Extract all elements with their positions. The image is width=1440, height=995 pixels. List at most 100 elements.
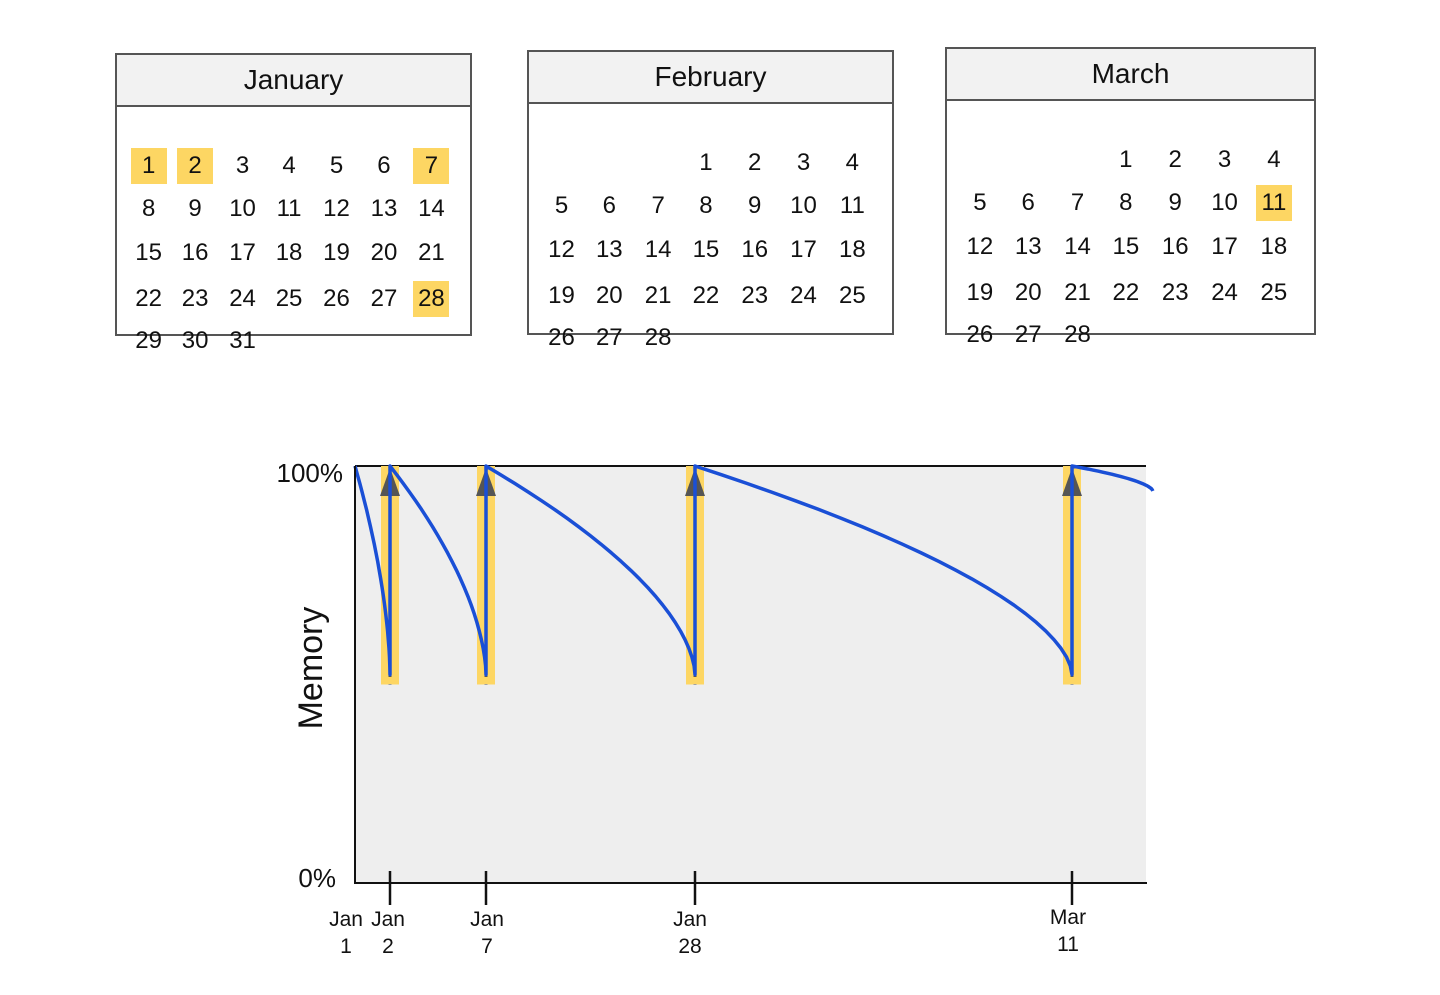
calendar-day: 9: [188, 195, 202, 222]
calendar-day: 4: [845, 149, 860, 176]
x-tick-label-bottom: 7: [481, 935, 493, 958]
x-tick-label-top: Mar: [1050, 906, 1086, 929]
calendar-february: February 1 2 3 4 5 6 7 8 9 10 11 12 13 14 15 16 17 18 19 20…: [527, 50, 894, 351]
calendar-day: 12: [548, 236, 575, 263]
calendar-day: 27: [370, 285, 398, 312]
calendar-day: 26: [548, 324, 575, 351]
calendar-day: 26: [966, 321, 994, 348]
calendar-day: 19: [548, 282, 575, 309]
calendar-day: 21: [644, 282, 672, 309]
calendar-day: 30: [181, 327, 209, 354]
y-tick-label-0: 0%: [298, 863, 336, 893]
calendar-day: 27: [1014, 321, 1042, 348]
calendar-day: 17: [229, 239, 256, 266]
calendar-day: 18: [275, 239, 303, 266]
calendar-day: 2: [748, 149, 762, 176]
x-tick-label-bottom: 11: [1057, 933, 1079, 956]
x-tick-label-top: Jan: [673, 908, 707, 931]
x-tick-label-top: Jan: [470, 908, 504, 931]
calendar-day: 5: [973, 189, 987, 216]
y-tick-label-100: 100%: [277, 458, 344, 488]
calendar-day: 2: [1168, 146, 1182, 173]
calendar-day: 7: [651, 192, 665, 219]
calendar-day: 1: [699, 149, 713, 176]
calendar-day: 26: [323, 285, 350, 312]
calendar-day: 20: [595, 282, 623, 309]
x-tick-label-bottom: 2: [382, 935, 394, 958]
calendar-day: 16: [1161, 233, 1189, 260]
x-tick-label-top: Jan: [371, 908, 405, 931]
calendar-day-highlighted: 2: [177, 148, 214, 184]
calendar-day: 8: [699, 192, 713, 219]
calendar-day: 6: [602, 192, 616, 219]
calendar-day: 5: [329, 152, 344, 179]
calendar-day-highlighted: 11: [1255, 185, 1292, 221]
calendar-day: 13: [1014, 233, 1042, 260]
calendar-day: 14: [418, 195, 445, 222]
calendar-day: 25: [275, 285, 303, 312]
calendar-day: 15: [1112, 233, 1140, 260]
calendar-day: 24: [229, 285, 256, 312]
calendar-day: 17: [790, 236, 817, 263]
calendar-day: 25: [1260, 279, 1288, 306]
calendar-day: 18: [838, 236, 866, 263]
calendar-day: 22: [1112, 279, 1140, 306]
calendar-day: 21: [418, 239, 445, 266]
calendar-day: 4: [1267, 146, 1281, 173]
calendar-day: 28: [644, 324, 672, 351]
calendar-day-highlighted: 28: [413, 281, 450, 317]
calendar-day: 22: [692, 282, 720, 309]
calendar-day: 29: [135, 327, 162, 354]
calendar-day: 10: [229, 195, 256, 222]
calendar-day: 3: [235, 152, 250, 179]
calendar-january: January 1 2 3 4 5 6 7 8 9 10 11 12 13 14 15 16 17 18 19 20 2…: [115, 53, 472, 354]
calendar-day: 5: [554, 192, 569, 219]
calendar-day: 21: [1064, 279, 1091, 306]
calendar-day: 12: [323, 195, 350, 222]
x-tick-label-bottom: 1: [340, 935, 352, 958]
calendar-day: 15: [692, 236, 720, 263]
calendar-day: 8: [1119, 189, 1133, 216]
calendar-day: 10: [790, 192, 817, 219]
calendar-day: 24: [790, 282, 817, 309]
calendar-day: 4: [282, 152, 296, 179]
calendar-day: 3: [1217, 146, 1232, 173]
calendar-day: 11: [839, 192, 865, 219]
calendar-day-highlighted: 7: [413, 148, 450, 184]
calendar-day: 14: [1064, 233, 1091, 260]
calendar-month-title: March: [947, 49, 1314, 101]
calendar-day: 13: [370, 195, 398, 222]
calendar-day: 8: [141, 195, 156, 222]
calendar-day: 7: [1070, 189, 1085, 216]
calendar-day: 6: [1021, 189, 1035, 216]
calendar-day: 23: [1161, 279, 1189, 306]
calendar-day: 25: [838, 282, 866, 309]
calendar-day: 3: [796, 149, 811, 176]
calendar-march: March 1 2 3 4 5 6 7 8 9 10 11 12 13 14 15 16 17 18 19 20 21 2…: [945, 47, 1316, 348]
y-axis-label: Memory: [292, 607, 330, 730]
x-tick-label-bottom: 28: [678, 935, 701, 958]
calendar-day: 10: [1211, 189, 1238, 216]
calendar-day: 1: [1119, 146, 1133, 173]
calendar-day: 20: [1014, 279, 1042, 306]
calendar-day: 19: [966, 279, 994, 306]
calendar-day: 23: [181, 285, 209, 312]
calendar-day: 9: [1168, 189, 1182, 216]
calendar-day: 22: [135, 285, 162, 312]
calendar-day: 28: [1064, 321, 1091, 348]
calendar-day: 16: [181, 239, 209, 266]
calendar-day: 14: [644, 236, 672, 263]
calendar-day: 6: [377, 152, 391, 179]
x-tick-label-top: Jan: [329, 908, 363, 931]
calendar-day: 20: [370, 239, 398, 266]
calendar-day: 17: [1211, 233, 1238, 260]
calendar-day-highlighted: 1: [130, 148, 167, 184]
calendar-day: 31: [229, 327, 256, 354]
calendar-day: 27: [595, 324, 623, 351]
calendar-day: 16: [741, 236, 769, 263]
calendar-day: 13: [595, 236, 623, 263]
calendar-month-title: January: [117, 55, 470, 107]
calendar-day: 15: [135, 239, 162, 266]
calendar-day: 18: [1260, 233, 1288, 260]
